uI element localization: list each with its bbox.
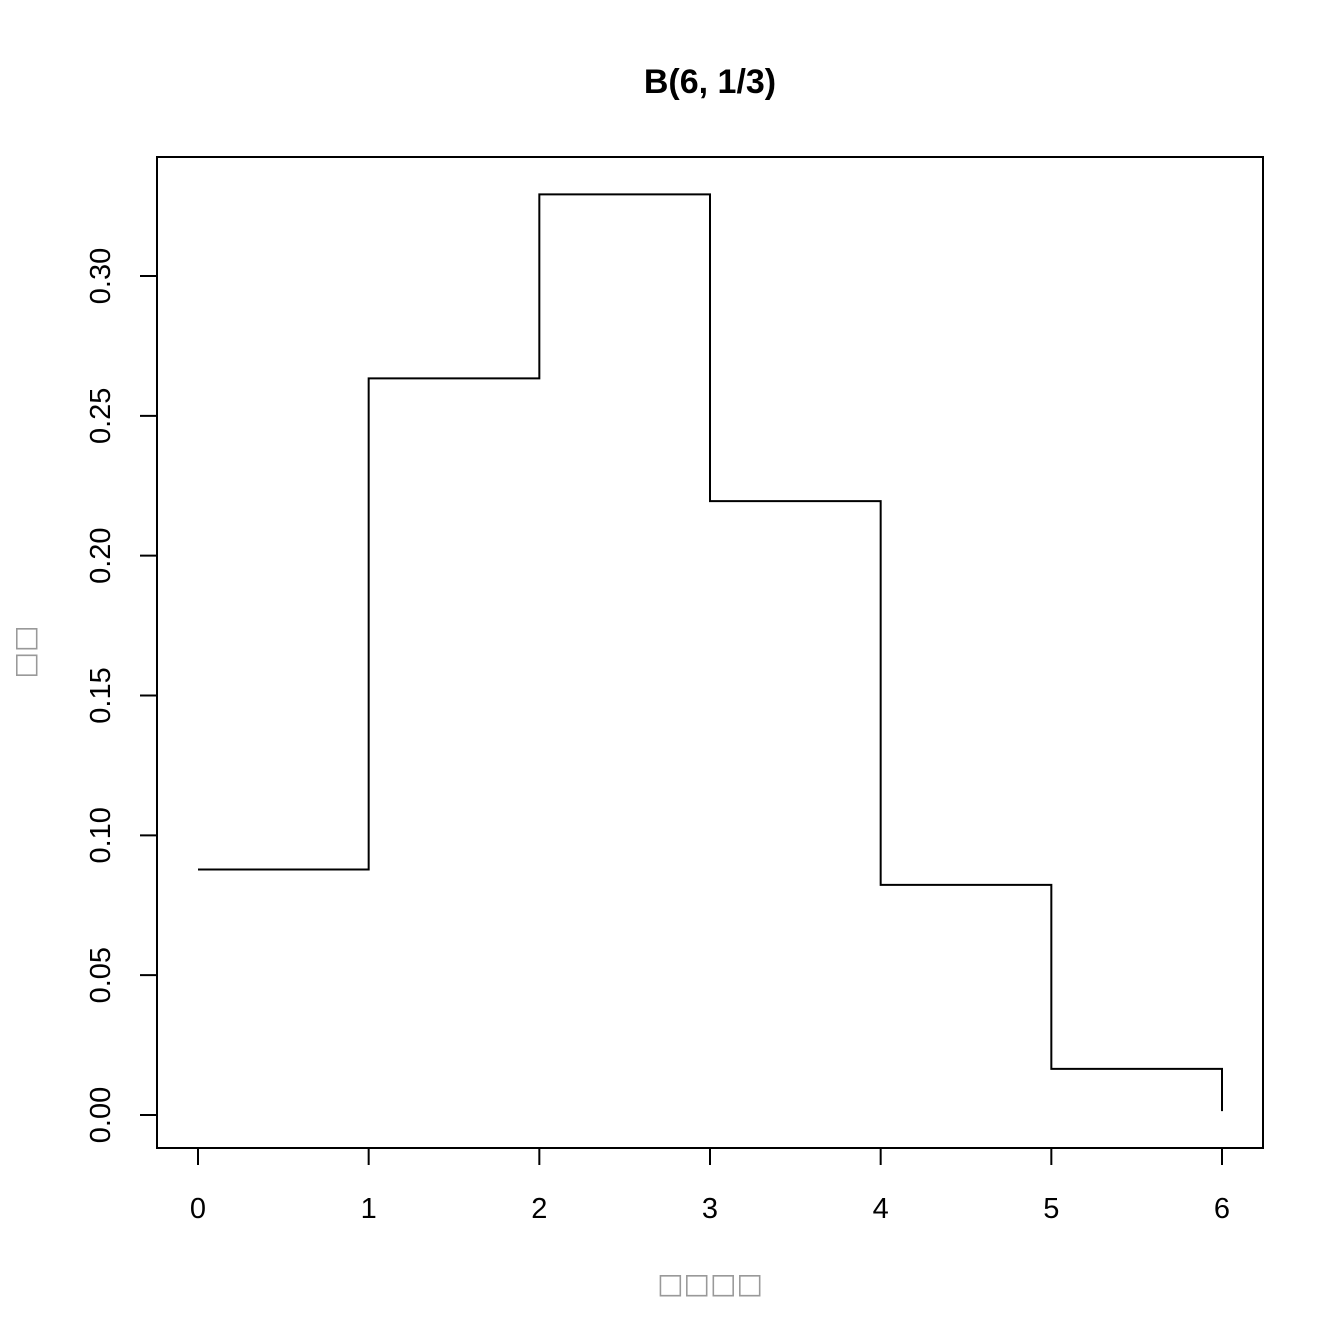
y-tick-label: 0.20: [85, 527, 117, 583]
chart-title: B(6, 1/3): [644, 63, 776, 101]
y-tick-label: 0.05: [85, 947, 117, 1003]
x-tick-label: 6: [1214, 1193, 1230, 1225]
x-tick-label: 4: [873, 1193, 889, 1225]
series-step-line: [198, 194, 1222, 1111]
x-tick-label: 1: [361, 1193, 377, 1225]
y-axis-label: □□: [8, 626, 41, 679]
y-tick-label: 0.10: [85, 807, 117, 863]
y-axis: 0.00 0.05 0.10 0.15 0.20 0.25 0.30: [85, 248, 157, 1143]
x-axis-label: □□□□: [657, 1267, 763, 1300]
y-tick-label: 0.30: [85, 248, 117, 304]
x-tick-label: 2: [531, 1193, 547, 1225]
y-tick-label: 0.00: [85, 1087, 117, 1143]
x-tick-label: 0: [190, 1193, 206, 1225]
y-tick-label: 0.25: [85, 388, 117, 444]
y-tick-label: 0.15: [85, 667, 117, 723]
step-line-path: [198, 194, 1222, 1111]
x-axis: 0 1 2 3 4 5 6: [190, 1148, 1230, 1225]
x-tick-label: 5: [1043, 1193, 1059, 1225]
x-tick-label: 3: [702, 1193, 718, 1225]
